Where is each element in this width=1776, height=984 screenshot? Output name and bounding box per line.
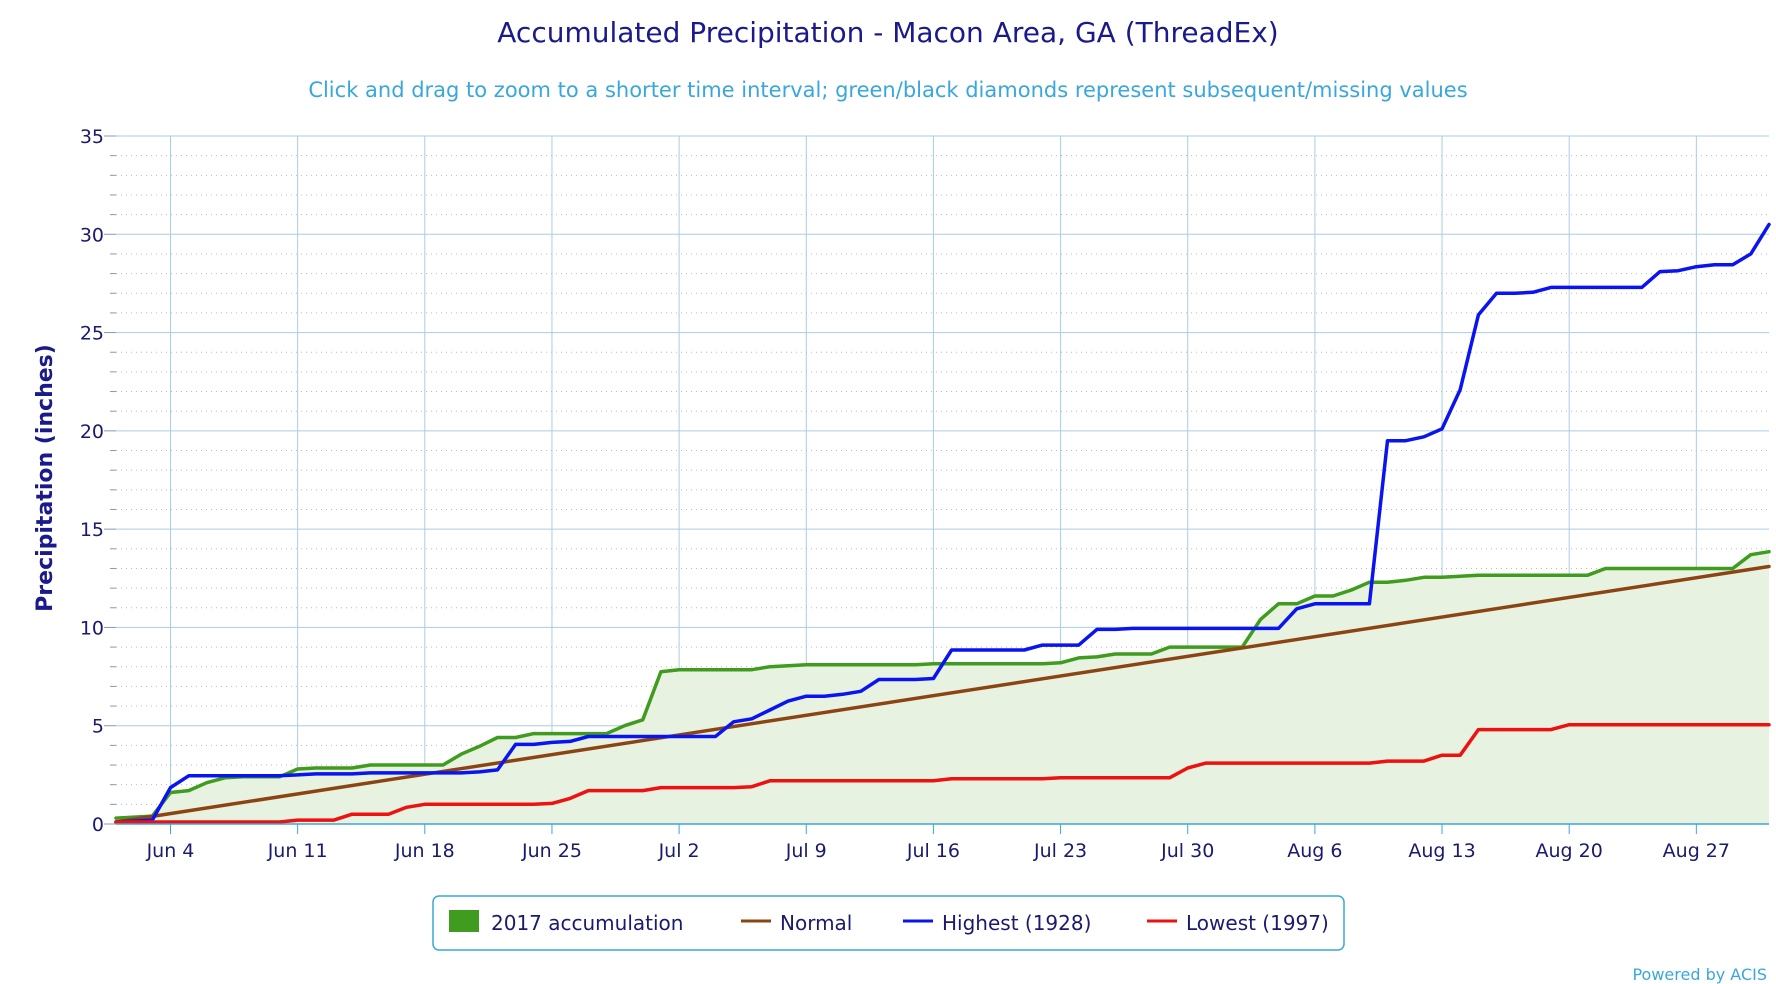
x-axis-ticks: Jun 4 Jun 11 Jun 18 Jun 25 Jul 2 Jul 9 Jul 16 J…: [146, 824, 1730, 862]
y-tick-label: 35: [80, 126, 104, 148]
x-tick-label: Jul 23: [1033, 840, 1087, 862]
legend-box: [432, 895, 1345, 951]
y-tick-label: 20: [80, 421, 104, 443]
y-axis-ticks: 0 5 10 15 20 25 30 35: [80, 126, 116, 836]
x-tick-label: Jun 11: [267, 840, 328, 862]
x-tick-label: Aug 13: [1408, 840, 1475, 862]
x-tick-label: Aug 6: [1287, 840, 1342, 862]
x-tick-label: Jun 18: [394, 840, 455, 862]
powered-by-credit[interactable]: Powered by ACIS: [1632, 965, 1767, 984]
legend: 2017 accumulation Normal Highest (1928) …: [432, 895, 1345, 951]
x-tick-label: Jun 25: [521, 840, 582, 862]
legend-label-2017-accumulation: 2017 accumulation: [491, 911, 683, 935]
x-tick-label: Jul 30: [1160, 840, 1214, 862]
y-tick-label: 30: [80, 224, 104, 246]
y-tick-label: 5: [92, 716, 104, 738]
legend-item-lowest-1997[interactable]: Lowest (1997): [1147, 911, 1329, 935]
x-tick-label: Jun 4: [146, 840, 195, 862]
legend-label-normal: Normal: [780, 911, 852, 935]
legend-label-highest-1928: Highest (1928): [942, 911, 1091, 935]
y-axis-title: Precipitation (inches): [33, 344, 58, 612]
legend-label-lowest-1997: Lowest (1997): [1186, 911, 1329, 935]
legend-item-highest-1928[interactable]: Highest (1928): [903, 911, 1091, 935]
chart-title: Accumulated Precipitation - Macon Area, …: [497, 16, 1278, 49]
series-area-2017-accumulation: [116, 551, 1769, 824]
y-tick-label: 10: [80, 617, 104, 639]
y-tick-label: 0: [92, 814, 104, 836]
legend-item-2017-accumulation[interactable]: 2017 accumulation: [449, 910, 683, 935]
legend-item-normal[interactable]: Normal: [741, 911, 852, 935]
y-tick-label: 25: [80, 323, 104, 345]
minor-grid: [116, 155, 1769, 805]
x-tick-label: Jul 16: [906, 840, 960, 862]
series-line-lowest-1997[interactable]: [114, 722, 1771, 824]
x-tick-label: Jul 9: [785, 840, 827, 862]
series-layer: [114, 222, 1771, 824]
legend-swatch-2017-accumulation: [449, 910, 479, 932]
series-line-normal[interactable]: [114, 564, 1771, 824]
series-line-highest-1928[interactable]: [114, 222, 1771, 824]
x-tick-label: Aug 27: [1663, 840, 1730, 862]
x-tick-label: Aug 20: [1536, 840, 1603, 862]
y-tick-label: 15: [80, 519, 104, 541]
chart-subtitle: Click and drag to zoom to a shorter time…: [308, 78, 1467, 102]
x-tick-label: Jul 2: [658, 840, 700, 862]
